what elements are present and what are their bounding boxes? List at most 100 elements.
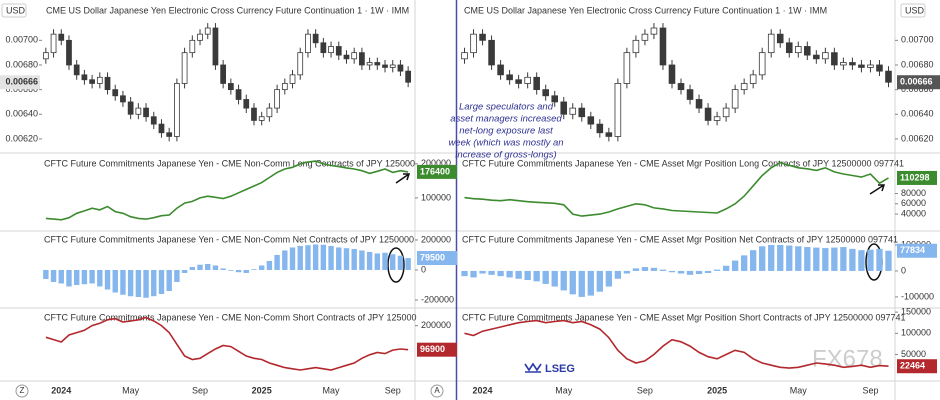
bar — [135, 269, 142, 297]
candle-body — [749, 74, 757, 84]
bar — [382, 252, 388, 270]
candle-body — [166, 132, 173, 137]
bar — [158, 269, 165, 294]
bar — [220, 268, 226, 270]
last-value: 0.00666 — [900, 77, 933, 87]
bar — [623, 270, 631, 274]
candle-body — [328, 46, 334, 54]
candle-body — [831, 52, 838, 66]
bar — [297, 245, 303, 270]
bar — [274, 254, 280, 270]
bar — [366, 251, 373, 270]
currency: USD — [6, 5, 26, 15]
chart-title: CFTC Future Commitments Japanese Yen - C… — [462, 234, 898, 244]
last-value-box — [417, 251, 457, 266]
candle-body — [767, 33, 775, 54]
candle-body — [488, 39, 495, 66]
candle-body — [289, 74, 296, 84]
y-tick-label: 50000 — [901, 349, 926, 359]
y-tick-label: 0.00700 — [5, 35, 38, 45]
bar — [197, 264, 203, 270]
bar — [479, 270, 486, 274]
bar — [289, 247, 296, 270]
candle-body — [722, 107, 730, 118]
bar — [374, 253, 381, 270]
last-value: 96900 — [420, 344, 445, 354]
candle-body — [785, 42, 793, 54]
bar — [336, 247, 342, 270]
axis-button[interactable] — [15, 384, 29, 398]
currency-box — [900, 3, 926, 18]
candle-body — [366, 62, 373, 66]
last-value-box — [417, 342, 457, 357]
annotation: Large speculators and asset managers inc… — [448, 102, 563, 161]
candle-body — [506, 74, 513, 81]
bar — [515, 270, 522, 279]
pane: 0.006200.006400.006600.006800.00700USDCM… — [0, 3, 412, 143]
logo-icon — [524, 362, 542, 373]
y-tick-label: 100000 — [901, 328, 931, 338]
last-value-box — [417, 164, 457, 179]
candle-body — [822, 52, 829, 60]
candle-body — [382, 64, 388, 68]
bar — [112, 269, 118, 293]
last-value: 0.00666 — [5, 77, 38, 87]
highlight-ellipse — [387, 247, 405, 283]
y-tick-label: 150000 — [901, 306, 931, 316]
chart-title: CFTC Future Commitments Japanese Yen - C… — [462, 312, 906, 322]
arrow — [395, 173, 411, 184]
candle-body — [158, 123, 165, 134]
x-tick-label: 2025 — [707, 385, 727, 395]
y-tick-label: 0.00680 — [5, 59, 38, 69]
bar — [560, 270, 567, 291]
y-tick-label: 0.00640 — [901, 109, 934, 119]
candle-body — [150, 116, 157, 125]
bar — [73, 269, 80, 285]
candle-body — [813, 54, 820, 60]
y-tick-label: 0 — [421, 264, 426, 274]
bar — [120, 269, 126, 295]
annotation-line: week (which was mostly an — [448, 138, 563, 149]
bar — [822, 248, 829, 271]
candle-body — [623, 52, 631, 84]
bar — [713, 269, 721, 271]
bar — [524, 270, 531, 281]
candle-body — [374, 62, 381, 66]
bar — [282, 250, 288, 270]
candle-body — [551, 95, 559, 103]
candle-body — [42, 52, 49, 60]
x-tick-label: May — [790, 385, 808, 395]
candle-body — [668, 64, 676, 84]
bar — [81, 269, 88, 285]
candle-body — [197, 33, 203, 41]
candle-body — [497, 64, 504, 76]
bar — [143, 269, 149, 298]
bar — [506, 270, 513, 278]
bar — [461, 270, 468, 277]
bar — [305, 245, 311, 270]
candle-body — [389, 64, 396, 68]
bar — [578, 270, 585, 297]
axis-button-label[interactable]: Z — [20, 386, 25, 395]
y-tick-label: 40000 — [901, 208, 926, 218]
candle-body — [227, 83, 234, 91]
candle-body — [804, 46, 811, 56]
candle-body — [297, 52, 304, 76]
x-tick-label: Sep — [862, 385, 878, 395]
bar — [722, 265, 730, 271]
series-line — [45, 316, 409, 371]
candle-body — [281, 83, 288, 91]
candle-body — [867, 64, 874, 68]
candle-body — [127, 101, 134, 115]
x-tick-label: Sep — [385, 385, 401, 395]
bar — [740, 255, 748, 271]
axis-button[interactable] — [430, 384, 444, 398]
axis-button-label[interactable]: A — [434, 386, 440, 395]
candle-body — [274, 89, 280, 109]
bar — [405, 258, 411, 270]
x-tick-label: Sep — [192, 385, 208, 395]
watermark: FX678 — [812, 345, 883, 372]
candle-body — [659, 27, 667, 66]
bar — [777, 244, 784, 271]
